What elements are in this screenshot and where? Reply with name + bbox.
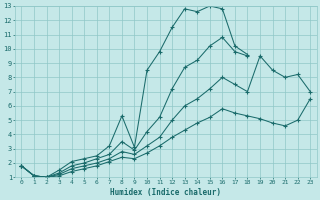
X-axis label: Humidex (Indice chaleur): Humidex (Indice chaleur) [110,188,221,197]
